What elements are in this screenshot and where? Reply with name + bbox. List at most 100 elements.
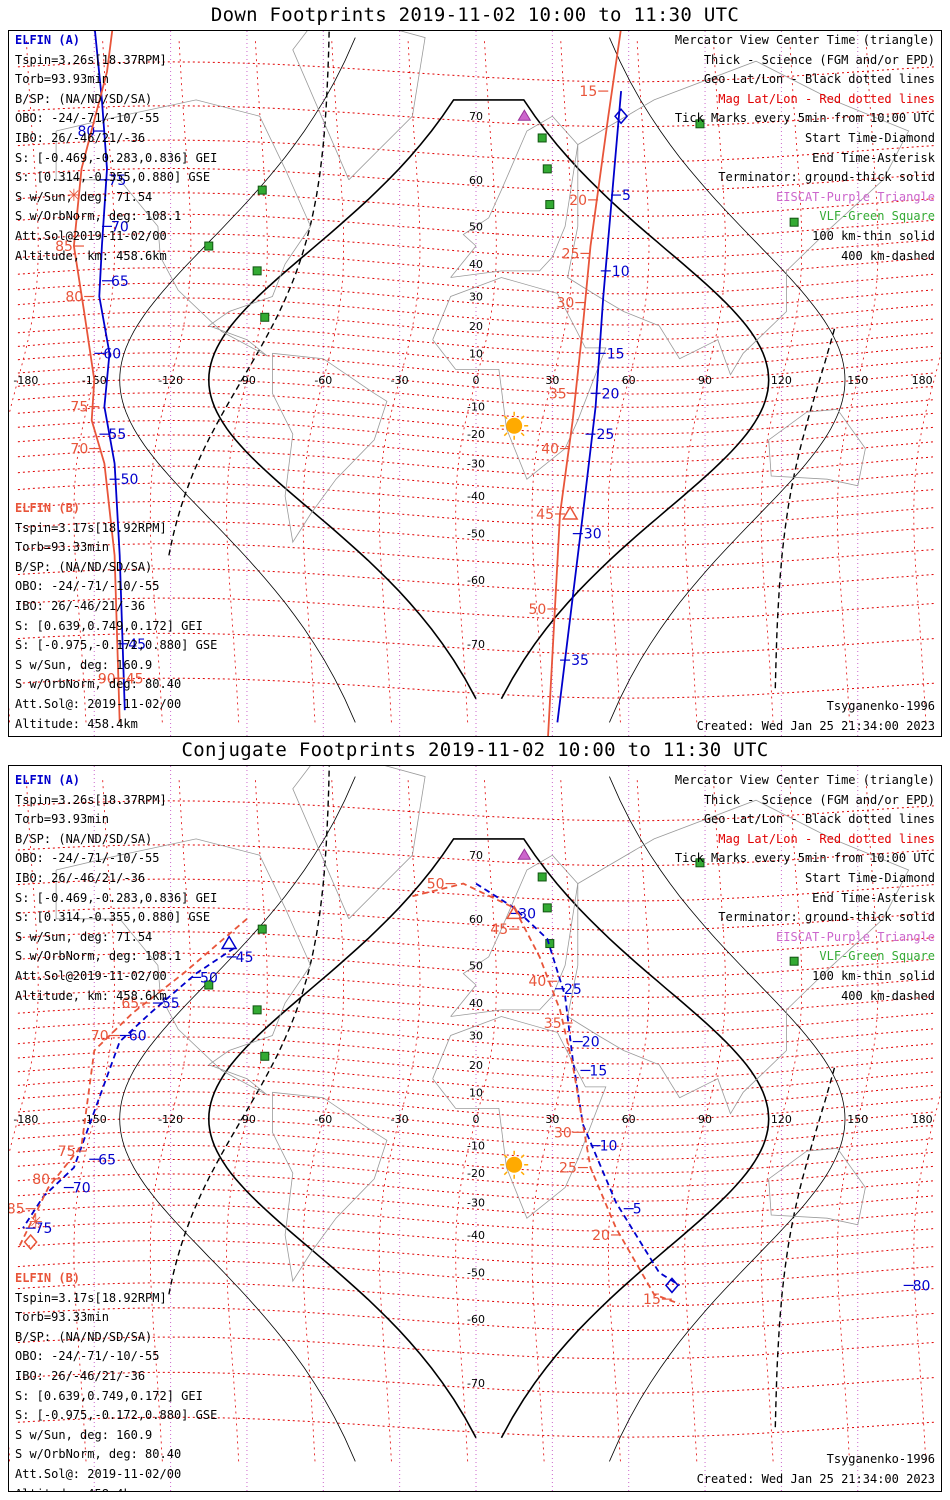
info-line: Att.Sol@: 2019-11-02/00 xyxy=(15,696,182,711)
sun-ray xyxy=(520,415,525,420)
track-tick-label: 35 xyxy=(571,653,589,669)
vlf-square-icon xyxy=(545,200,555,210)
legend-item: Geo Lat/Lon - Black dotted lines xyxy=(703,812,935,827)
track-tick-label: 40 xyxy=(529,974,547,990)
info-line: Att.Sol@: 2019-11-02/00 xyxy=(15,1466,182,1481)
legend: Mercator View Center Time (triangle) Thic… xyxy=(675,31,935,266)
info-line: OBO: -24/-71/-10/-55 xyxy=(15,111,160,126)
vlf-square-icon xyxy=(542,903,552,913)
mag-lon-line xyxy=(684,37,726,723)
model-label: Tsyganenko-1996 xyxy=(826,1452,935,1466)
lon-tick-label: -180 xyxy=(13,374,38,387)
mag-lon-line xyxy=(760,776,803,1462)
lat-tick-label: -30 xyxy=(467,1196,485,1209)
lat-tick-label: -30 xyxy=(467,457,485,470)
lat-tick-label: -10 xyxy=(467,1140,485,1153)
sun-ray xyxy=(503,1154,508,1159)
track-tick-label: 10 xyxy=(612,264,630,280)
satellite-name: ELFIN (B) xyxy=(15,1271,81,1285)
info-line: OBO: -24/-71/-10/-55 xyxy=(15,851,160,866)
sun-ray xyxy=(520,1154,525,1159)
lon-tick-label: 0 xyxy=(473,374,480,387)
mag-lat-line xyxy=(17,1239,935,1266)
info-line: OBO: -24/-71/-10/-55 xyxy=(15,1349,160,1364)
lat-tick-label: -50 xyxy=(467,528,485,541)
info-line: S: [-0.469,-0.283,0.836] GEI xyxy=(15,890,218,905)
mag-lon-line xyxy=(913,1091,941,1462)
satellite-name: ELFIN (A) xyxy=(15,33,81,47)
lat-tick-label: 40 xyxy=(469,258,483,271)
mag-lon-line xyxy=(455,776,497,1462)
vlf-square-icon xyxy=(537,872,547,882)
track-tick-label: 20 xyxy=(592,1228,610,1244)
info-line: Att.Sol@2019-11-02/00 xyxy=(15,228,167,243)
terminator-400km xyxy=(774,1067,836,1428)
track-tick-label: 15 xyxy=(607,346,625,362)
track-tick-label: 75 xyxy=(58,1144,76,1160)
track-tick-label: 25 xyxy=(564,982,582,998)
track-tick-label: 35 xyxy=(549,386,567,402)
track-tick-label: 80 xyxy=(65,290,83,306)
track-tick-label: 60 xyxy=(129,1029,147,1045)
info-line: IBO: 26/-46/21/-36 xyxy=(15,870,146,885)
terminator-400km xyxy=(168,766,330,1295)
track-tick-label: 90 xyxy=(98,671,116,687)
lat-tick-label: 50 xyxy=(469,959,483,972)
track-tick-label: 70 xyxy=(111,219,129,235)
satellite-name: ELFIN (A) xyxy=(15,773,81,787)
info-line: IBO: 26/-46/21/-36 xyxy=(15,130,146,145)
legend-item: Start Time-Diamond xyxy=(804,130,935,145)
info-line: Tspin=3.26s[18.37RPM] xyxy=(15,52,167,67)
lat-tick-label: -40 xyxy=(467,490,485,503)
lon-tick-label: -60 xyxy=(314,374,332,387)
terminator-ground xyxy=(207,838,770,1439)
info-line: S w/Sun, deg: 160.9 xyxy=(15,1427,153,1442)
track-tick-label: 85 xyxy=(55,239,73,255)
eiscat-triangle-icon xyxy=(517,109,532,121)
sun-ray xyxy=(520,1171,525,1176)
terminator-100km xyxy=(119,37,356,723)
track-tick-label: 50 xyxy=(529,602,547,618)
lat-tick-label: -70 xyxy=(467,1377,485,1390)
sun-ray xyxy=(520,432,525,437)
legend-item: Terminator: ground-thick solid xyxy=(718,910,935,925)
mag-lon-line xyxy=(73,37,116,723)
continent-outline xyxy=(768,1147,866,1226)
lat-tick-label: 70 xyxy=(469,849,483,862)
track-tick-label: 25 xyxy=(562,246,580,262)
continent-outline xyxy=(432,277,607,480)
continent-outline xyxy=(432,1016,607,1219)
track-tick-label: 25 xyxy=(559,1161,577,1177)
info-line: Tspin=3.17s[18.92RPM] xyxy=(15,1290,167,1305)
continent-outline xyxy=(55,99,312,357)
mag-lon-line xyxy=(607,37,650,723)
track-tick-label: 15 xyxy=(579,84,597,100)
info-line: Altitude: 458.4km xyxy=(15,1485,217,1491)
continent-outline xyxy=(272,1091,388,1283)
info-line: IBO: 26/-46/21/-36 xyxy=(15,598,146,613)
continent-outline xyxy=(450,854,579,1017)
mag-lon-line xyxy=(531,776,574,1462)
continent-outline xyxy=(55,838,312,1096)
track-tick-label: 30 xyxy=(557,296,575,312)
terminator-100km xyxy=(609,776,846,1462)
start-diamond-icon xyxy=(23,1233,38,1251)
track-tick-label: 20 xyxy=(569,193,587,209)
mag-lon-line xyxy=(378,37,421,723)
lat-tick-label: 20 xyxy=(469,320,483,333)
track-tick-label: 35 xyxy=(544,1016,562,1032)
down-map: -180 -150 -120 -90 -60 -30 0 30 60 90 120 150 180706… xyxy=(9,31,941,736)
lon-tick-label: 90 xyxy=(698,1113,712,1126)
track-tick-label: 15 xyxy=(643,1292,661,1308)
mag-lon-line xyxy=(378,776,421,1462)
mag-lon-line xyxy=(607,776,650,1462)
down-title: Down Footprints 2019-11-02 10:00 to 11:3… xyxy=(210,4,740,26)
info-line: S: [0.639,0.749,0.172] GEI xyxy=(15,1388,203,1403)
legend-item: EISCAT-Purple Triangle xyxy=(776,189,935,204)
lon-tick-label: 150 xyxy=(847,374,868,387)
lon-tick-label: -120 xyxy=(158,1113,183,1126)
info-line: S w/OrbNorm, deg: 80.40 xyxy=(15,1447,182,1462)
vlf-square-icon xyxy=(260,1051,270,1061)
info-line: Att.Sol@2019-11-02/00 xyxy=(15,968,167,983)
elfin-b-info: ELFIN (B) Tspin=3.17s[18.92RPM] Torb=93.33… xyxy=(15,499,217,734)
